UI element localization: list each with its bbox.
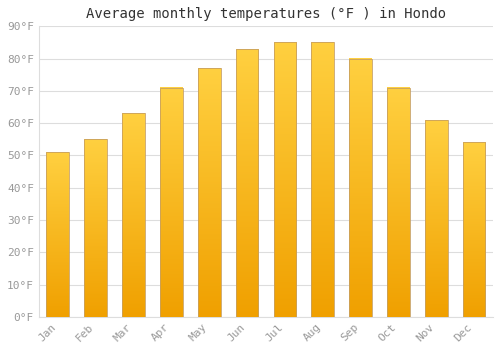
Bar (312, 42, 334, 317)
Bar (160, 88, 182, 317)
Bar (274, 42, 296, 317)
Bar (122, 113, 145, 317)
Bar (463, 142, 485, 317)
Bar (236, 49, 258, 317)
Bar (387, 88, 410, 317)
Bar (198, 68, 220, 317)
Bar (425, 120, 448, 317)
Bar (84, 139, 107, 317)
Bar (46, 152, 69, 317)
Title: Average monthly temperatures (°F ) in Hondo: Average monthly temperatures (°F ) in Ho… (86, 7, 446, 21)
Bar (349, 58, 372, 317)
